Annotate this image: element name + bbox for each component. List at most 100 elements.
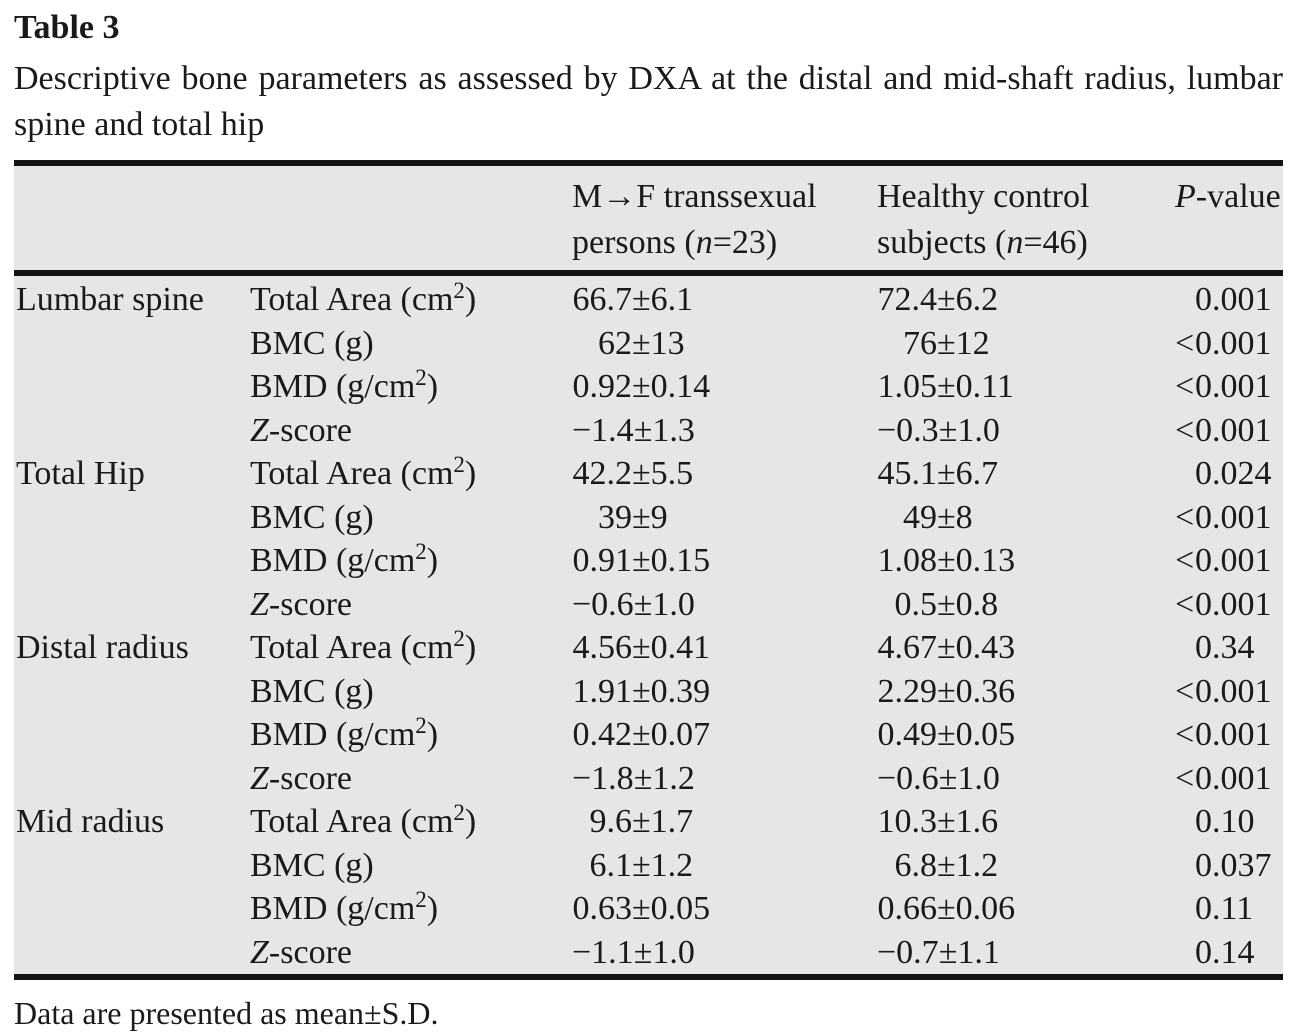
parameter-cell: BMD (g/cm2)	[250, 887, 439, 927]
table-row: BMC (g) 62±13 76±12 <0.001	[14, 322, 1283, 366]
mtf-value-cell: −1.8±1.2	[572, 759, 695, 797]
table-row: Total Hip Total Area (cm2) 42.2±5.5 45.1…	[14, 452, 1283, 496]
plus-minus: ±	[937, 585, 956, 623]
plus-minus: ±	[937, 542, 956, 579]
region-cell: Total Hip	[16, 455, 145, 492]
p-value-cell: <0.001	[1175, 542, 1272, 579]
control-value-cell: 6.8±1.2	[894, 846, 999, 884]
plus-minus: ±	[938, 411, 958, 449]
parameter-cell: BMC (g)	[250, 324, 374, 362]
plus-minus: ±	[633, 585, 653, 623]
plus-minus: ±	[938, 759, 958, 797]
control-value-cell: 2.29±0.36	[877, 672, 1016, 710]
parameter-cell: BMD (g/cm2)	[250, 365, 439, 405]
table-label: Table 3	[14, 9, 120, 46]
region-cell	[14, 409, 250, 453]
mtf-value-cell: 4.56±0.41	[572, 629, 711, 666]
table-row: Lumbar spine Total Area (cm2) 66.7±6.1 7…	[14, 273, 1283, 322]
region-cell	[14, 539, 250, 583]
parameter-cell: BMC (g)	[250, 672, 374, 710]
p-value-cell: <0.001	[1175, 411, 1272, 449]
table-row: Mid radius Total Area (cm2) 9.6±1.7 10.3…	[14, 800, 1283, 844]
parameter-cell: Total Area (cm2)	[250, 800, 477, 840]
p-value-cell: <0.001	[1175, 759, 1272, 797]
table-caption: Descriptive bone parameters as assessed …	[14, 60, 1283, 143]
table-row: Z-score −1.8±1.2 −0.6±1.0 <0.001	[14, 757, 1283, 801]
mtf-value-cell: 6.1±1.2	[589, 846, 694, 884]
p-value-cell: 0.024	[1195, 455, 1272, 492]
mtf-value-cell: 1.91±0.39	[572, 672, 711, 710]
header-group-control: Healthy control subjects (n=46)	[877, 166, 1175, 276]
plus-minus: ±	[937, 629, 956, 666]
mtf-value-cell: 62±13	[598, 324, 685, 362]
header-group-mtf: M→F transsexual persons (n=23)	[572, 166, 877, 276]
plus-minus: ±	[632, 542, 651, 579]
table-header: M→F transsexual persons (n=23) Healthy c…	[14, 166, 1283, 276]
control-value-cell: 4.67±0.43	[877, 629, 1016, 666]
plus-minus: ±	[632, 455, 651, 492]
p-value-cell: <0.001	[1175, 368, 1272, 405]
p-value-cell: 0.001	[1195, 281, 1272, 318]
table-row: Z-score −0.6±1.0 0.5±0.8 <0.001	[14, 583, 1283, 627]
region-cell: Mid radius	[16, 803, 165, 840]
control-value-cell: −0.7±1.1	[877, 933, 1000, 971]
mtf-value-cell: 42.2±5.5	[572, 455, 694, 492]
parameter-cell: Total Area (cm2)	[250, 278, 477, 318]
table-row: Z-score −1.1±1.0 −0.7±1.1 0.14	[14, 931, 1283, 975]
region-cell	[14, 757, 250, 801]
plus-minus: ±	[632, 498, 651, 536]
header-region-blank	[14, 166, 250, 276]
control-value-cell: 0.49±0.05	[877, 716, 1016, 753]
control-value-cell: 10.3±1.6	[877, 803, 999, 840]
control-value-cell: −0.3±1.0	[877, 411, 1000, 449]
mtf-value-cell: 0.42±0.07	[572, 716, 711, 753]
plus-minus: ±	[632, 716, 651, 753]
p-value-cell: <0.001	[1175, 672, 1272, 710]
plus-minus: ±	[937, 368, 956, 405]
mtf-value-cell: −1.4±1.3	[572, 411, 695, 449]
plus-minus: ±	[937, 890, 956, 927]
parameter-cell: Z-score	[250, 411, 352, 449]
plus-minus: ±	[632, 629, 651, 666]
control-value-cell: 76±12	[903, 324, 990, 362]
control-value-cell: 0.5±0.8	[894, 585, 999, 623]
p-value-cell: 0.34	[1195, 629, 1255, 666]
p-value-cell: <0.001	[1175, 716, 1272, 753]
mtf-value-cell: 9.6±1.7	[589, 803, 694, 840]
region-cell	[14, 670, 250, 714]
plus-minus: ±	[632, 281, 651, 318]
control-value-cell: 1.08±0.13	[877, 542, 1016, 579]
plus-minus: ±	[937, 716, 956, 753]
plus-minus: ±	[937, 803, 956, 840]
table-row: BMD (g/cm2) 0.63±0.05 0.66±0.06 0.11	[14, 887, 1283, 931]
plus-minus: ±	[937, 324, 956, 362]
parameter-cell: BMD (g/cm2)	[250, 539, 439, 579]
table-row: BMC (g) 39±9 49±8 <0.001	[14, 496, 1283, 540]
table-row: Z-score −1.4±1.3 −0.3±1.0 <0.001	[14, 409, 1283, 453]
table-row: BMD (g/cm2) 0.92±0.14 1.05±0.11 <0.001	[14, 365, 1283, 409]
plus-minus: ±	[633, 759, 653, 797]
plus-minus: ±	[632, 672, 651, 710]
region-cell	[14, 931, 250, 975]
header-group-control-line2: subjects (n=46)	[877, 224, 1088, 261]
mtf-value-cell: 0.92±0.14	[572, 368, 711, 405]
mtf-value-cell: 66.7±6.1	[572, 281, 694, 318]
plus-minus: ±	[632, 803, 651, 840]
plus-minus: ±	[633, 933, 653, 971]
control-value-cell: 72.4±6.2	[877, 281, 999, 318]
plus-minus: ±	[937, 498, 956, 536]
table-row: Distal radius Total Area (cm2) 4.56±0.41…	[14, 626, 1283, 670]
parameter-cell: BMC (g)	[250, 846, 374, 884]
control-value-cell: 45.1±6.7	[877, 455, 999, 492]
header-p-value: P-value	[1175, 166, 1283, 276]
parameter-cell: Total Area (cm2)	[250, 452, 477, 492]
plus-minus: ±	[937, 281, 956, 318]
parameter-cell: BMD (g/cm2)	[250, 713, 439, 753]
p-value-cell: <0.001	[1175, 498, 1272, 536]
table-body: Lumbar spine Total Area (cm2) 66.7±6.1 7…	[14, 273, 1283, 974]
header-group-control-line1: Healthy control	[877, 178, 1090, 215]
data-table-wrap: M→F transsexual persons (n=23) Healthy c…	[14, 160, 1283, 980]
plus-minus: ±	[937, 672, 956, 710]
plus-minus: ±	[938, 933, 958, 971]
